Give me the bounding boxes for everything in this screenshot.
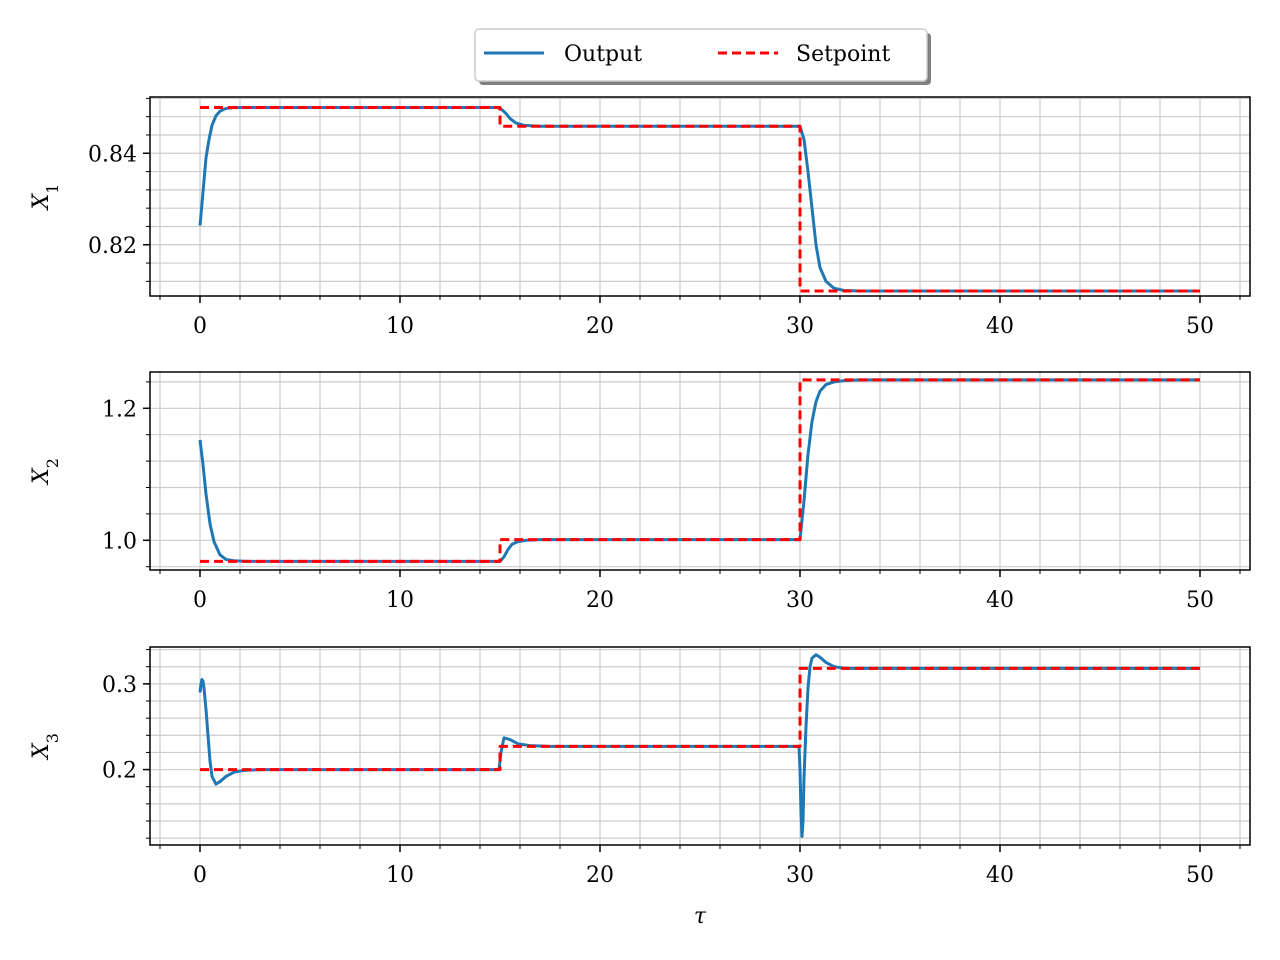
- y-axis-label-2: X2: [29, 458, 62, 486]
- series-line-setpoint-2: [200, 378, 1200, 563]
- x-tick-label: 0: [193, 588, 207, 613]
- legend-setpoint-label: Setpoint: [796, 42, 890, 67]
- subplot-1: 0 10 20 30 40 50 0.82 0.84 X1: [29, 96, 1251, 339]
- y-tick-label: 0.82: [88, 234, 137, 259]
- legend-box: [474, 28, 928, 82]
- series-line-setpoint-1: [200, 106, 1200, 293]
- x-tick-label: 40: [986, 314, 1014, 339]
- x-tick-label: 20: [586, 314, 614, 339]
- x-tick-label: 40: [986, 863, 1014, 888]
- x-tick-label: 20: [586, 863, 614, 888]
- y-axis-label-3: X3: [29, 733, 62, 761]
- x-tick-label: 0: [193, 863, 207, 888]
- series-line-output-2: [198, 378, 1200, 563]
- x-axis-label: τ: [694, 904, 707, 929]
- x-tick-label: 10: [386, 863, 414, 888]
- y-tick-label: 0.84: [88, 142, 137, 167]
- x-tick-label: 40: [986, 588, 1014, 613]
- legend: Output Setpoint: [474, 28, 931, 85]
- plot-area-2: [150, 372, 1250, 570]
- x-tick-label: 30: [786, 588, 814, 613]
- y-tick-label: 0.2: [102, 759, 137, 784]
- y-axis-label-1: X1: [29, 184, 62, 212]
- series-line-output-3: [198, 653, 1200, 838]
- legend-output-label: Output: [564, 42, 642, 67]
- subplot-2: 0 10 20 30 40 50 1.0 1.2 X2: [29, 371, 1251, 613]
- x-tick-label: 50: [1186, 314, 1214, 339]
- y-tick-label: 1.0: [102, 529, 137, 554]
- x-tick-label: 0: [193, 314, 207, 339]
- x-tick-label: 50: [1186, 588, 1214, 613]
- y-tick-label: 1.2: [102, 397, 137, 422]
- x-tick-label: 20: [586, 588, 614, 613]
- y-tick-label: 0.3: [102, 673, 137, 698]
- x-tick-label: 30: [786, 314, 814, 339]
- x-tick-label: 30: [786, 863, 814, 888]
- subplot-3: 0 10 20 30 40 50 0.2 0.3 X3 τ: [29, 646, 1251, 929]
- x-tick-label: 10: [386, 314, 414, 339]
- series-line-output-1: [198, 106, 1200, 293]
- x-tick-label: 50: [1186, 863, 1214, 888]
- axes-frame-1: [149, 96, 1251, 297]
- x-tick-label: 10: [386, 588, 414, 613]
- axes-frame-2: [149, 371, 1251, 571]
- axes-frame-3: [149, 646, 1251, 846]
